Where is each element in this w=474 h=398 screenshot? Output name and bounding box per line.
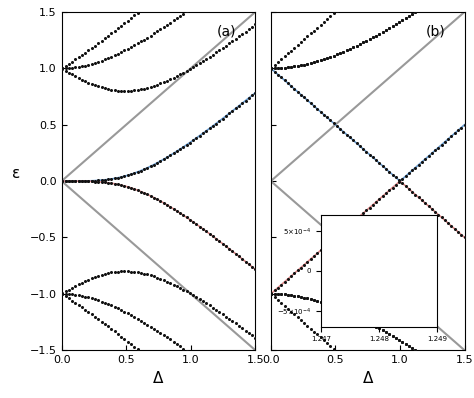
X-axis label: Δ: Δ xyxy=(363,371,373,386)
Text: (a): (a) xyxy=(217,25,236,39)
X-axis label: Δ: Δ xyxy=(153,371,164,386)
Text: (b): (b) xyxy=(426,25,446,39)
Y-axis label: ε: ε xyxy=(12,166,20,181)
